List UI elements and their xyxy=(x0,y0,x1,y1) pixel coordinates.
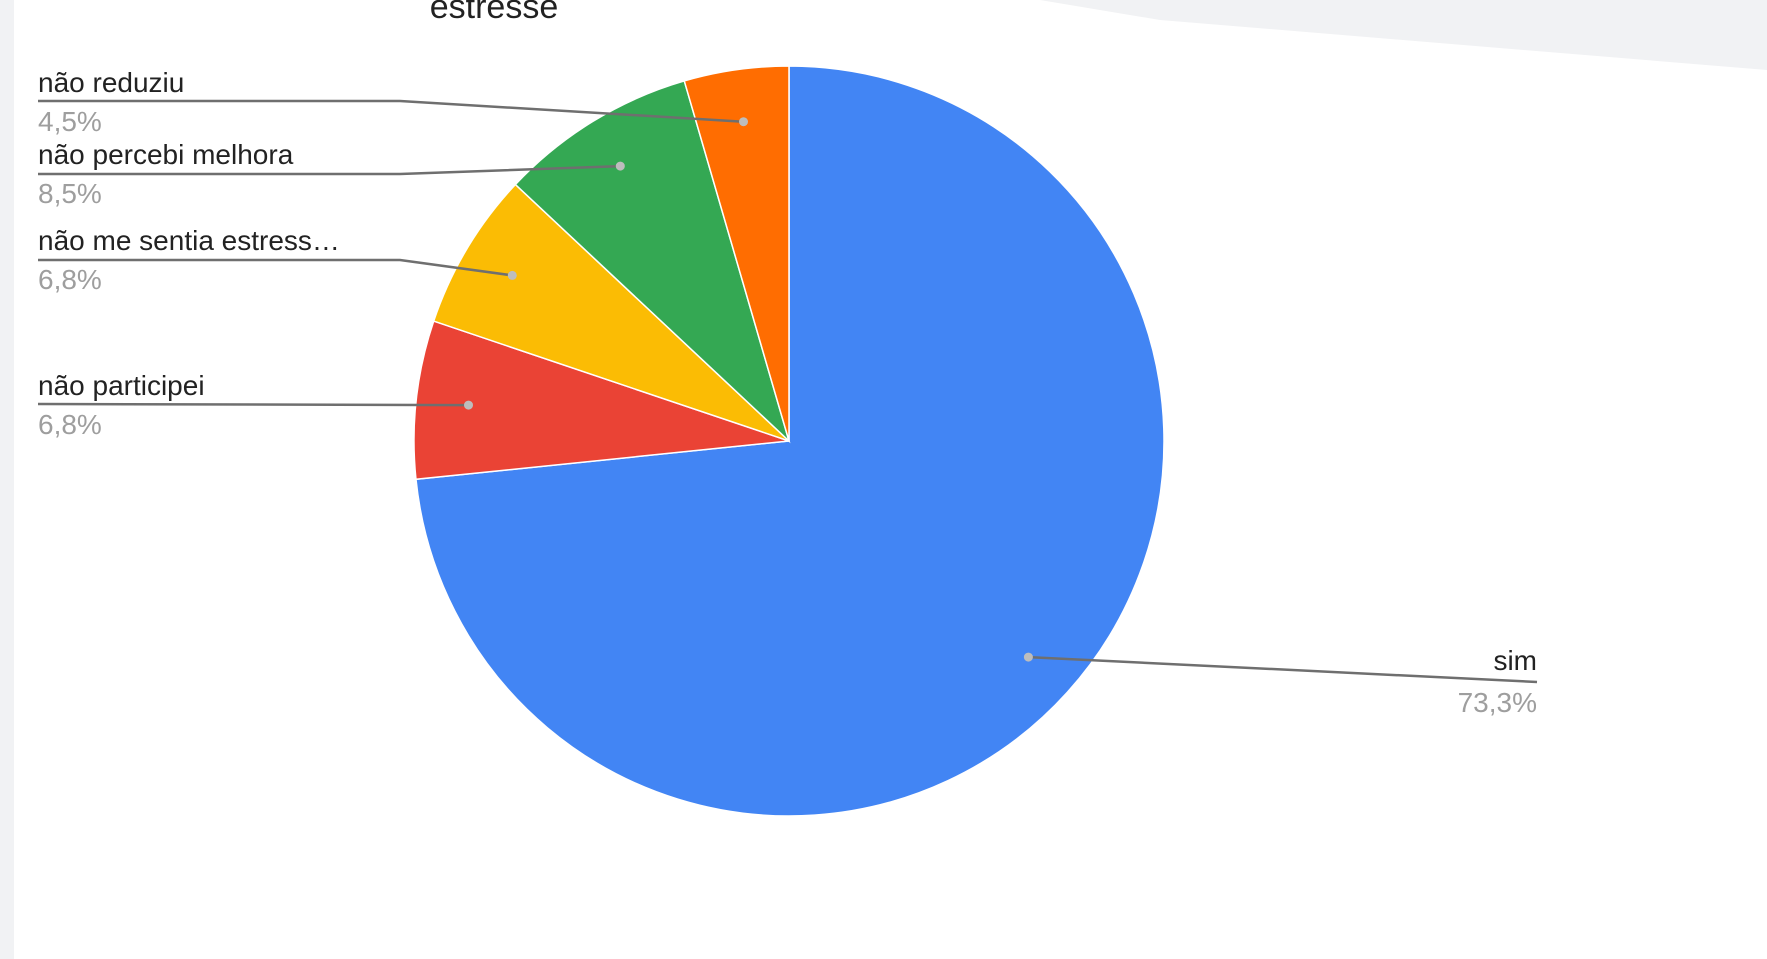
leader-dot-nao-percebi-melhora xyxy=(615,161,625,171)
slice-label-nao-participei: não participei xyxy=(38,370,205,401)
slice-percent-sim: 73,3% xyxy=(1458,687,1537,718)
slice-label-nao-percebi-melhora: não percebi melhora xyxy=(38,139,294,170)
leader-line-sim xyxy=(1028,655,1538,684)
leader-dot-nao-me-sentia-estress xyxy=(507,270,517,280)
slice-label-sim: sim xyxy=(1493,645,1537,676)
leader-lines xyxy=(37,99,1538,684)
slice-nao-me-sentia-estress[interactable] xyxy=(432,183,790,442)
slice-percent-nao-percebi-melhora: 8,5% xyxy=(38,178,102,209)
background-band-top-right xyxy=(1040,0,1767,70)
slice-labels: sim 73,3% não participei 6,8% não me sentia … xyxy=(38,67,1537,718)
slice-sim[interactable] xyxy=(415,65,1165,817)
slice-percent-nao-reduziu: 4,5% xyxy=(38,106,102,137)
leader-line-nao-me-sentia-estress xyxy=(38,258,513,277)
pie-slices xyxy=(413,65,1165,817)
leader-line-nao-percebi-melhora xyxy=(38,164,621,176)
leader-line-nao-participei xyxy=(37,402,469,407)
slice-nao-participei[interactable] xyxy=(413,320,790,481)
slice-percent-nao-me-sentia-estress: 6,8% xyxy=(38,264,102,295)
slice-nao-percebi-melhora[interactable] xyxy=(514,79,791,444)
slice-label-nao-me-sentia-estress: não me sentia estress… xyxy=(38,225,340,256)
leader-line-nao-reduziu xyxy=(38,99,744,123)
leader-dot-nao-participei xyxy=(464,400,473,410)
slice-percent-nao-participei: 6,8% xyxy=(38,409,102,440)
slice-nao-reduziu[interactable] xyxy=(683,65,790,442)
background-band-left xyxy=(0,0,14,959)
leader-dot-sim xyxy=(1023,652,1033,662)
slice-label-nao-reduziu: não reduziu xyxy=(38,67,184,98)
chart-title: estresse xyxy=(430,0,559,26)
leader-dot-nao-reduziu xyxy=(739,117,748,127)
